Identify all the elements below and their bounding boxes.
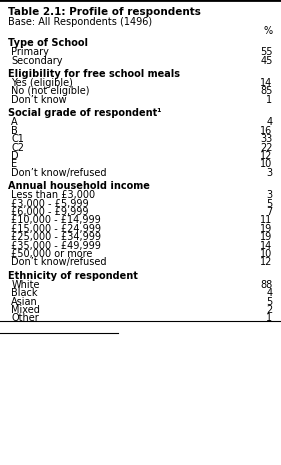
Text: £25,000 - £34,999: £25,000 - £34,999 (11, 232, 101, 242)
Text: Type of School: Type of School (8, 38, 89, 48)
Text: 5: 5 (266, 297, 273, 306)
Text: Don’t know: Don’t know (11, 95, 67, 105)
Text: £3,000 - £5,999: £3,000 - £5,999 (11, 199, 89, 209)
Text: 4: 4 (266, 117, 273, 127)
Text: Black: Black (11, 288, 38, 298)
Text: 19: 19 (260, 224, 273, 234)
Text: 7: 7 (266, 207, 273, 217)
Text: No (not eligible): No (not eligible) (11, 86, 90, 96)
Text: £50,000 or more: £50,000 or more (11, 249, 93, 259)
Text: D: D (11, 151, 19, 161)
Text: Other: Other (11, 313, 39, 323)
Text: Asian: Asian (11, 297, 38, 306)
Text: 12: 12 (260, 151, 273, 161)
Text: C2: C2 (11, 142, 24, 153)
Text: White: White (11, 280, 40, 290)
Text: £6,000 - £9,999: £6,000 - £9,999 (11, 207, 89, 217)
Text: C1: C1 (11, 134, 24, 144)
Text: £15,000 - £24,999: £15,000 - £24,999 (11, 224, 101, 234)
Text: E: E (11, 159, 17, 169)
Text: 85: 85 (260, 86, 273, 96)
Text: 3: 3 (266, 168, 273, 178)
Text: 14: 14 (260, 78, 273, 88)
Text: Base: All Respondents (1496): Base: All Respondents (1496) (8, 17, 153, 27)
Text: 10: 10 (260, 159, 273, 169)
Text: Yes (eligible): Yes (eligible) (11, 78, 73, 88)
Text: 14: 14 (260, 240, 273, 251)
Text: 1: 1 (266, 95, 273, 105)
Text: 12: 12 (260, 257, 273, 267)
Text: 33: 33 (260, 134, 273, 144)
Text: 88: 88 (260, 280, 273, 290)
Text: %: % (264, 26, 273, 36)
Text: £10,000 - £14,999: £10,000 - £14,999 (11, 215, 101, 226)
Text: Eligibility for free school meals: Eligibility for free school meals (8, 69, 180, 79)
Text: 55: 55 (260, 47, 273, 57)
Text: Secondary: Secondary (11, 56, 63, 66)
Text: £35,000 - £49,999: £35,000 - £49,999 (11, 240, 101, 251)
Text: 11: 11 (260, 215, 273, 226)
Text: 19: 19 (260, 232, 273, 242)
Text: Don’t know/refused: Don’t know/refused (11, 168, 107, 178)
Text: A: A (11, 117, 18, 127)
Text: Annual household income: Annual household income (8, 181, 150, 191)
Text: 4: 4 (266, 288, 273, 298)
Text: 16: 16 (260, 126, 273, 136)
Text: 45: 45 (260, 56, 273, 66)
Text: 5: 5 (266, 199, 273, 209)
Text: 1: 1 (266, 313, 273, 323)
Text: Table 2.1: Profile of respondents: Table 2.1: Profile of respondents (8, 7, 201, 17)
Text: Ethnicity of respondent: Ethnicity of respondent (8, 271, 138, 281)
Text: Social grade of respondent¹: Social grade of respondent¹ (8, 108, 162, 119)
Text: 10: 10 (260, 249, 273, 259)
Text: 22: 22 (260, 142, 273, 153)
Text: B: B (11, 126, 18, 136)
Text: Don’t know/refused: Don’t know/refused (11, 257, 107, 267)
Text: Mixed: Mixed (11, 305, 40, 315)
Text: Primary: Primary (11, 47, 49, 57)
Text: 3: 3 (266, 190, 273, 200)
Text: 2: 2 (266, 305, 273, 315)
Text: Less than £3,000: Less than £3,000 (11, 190, 95, 200)
